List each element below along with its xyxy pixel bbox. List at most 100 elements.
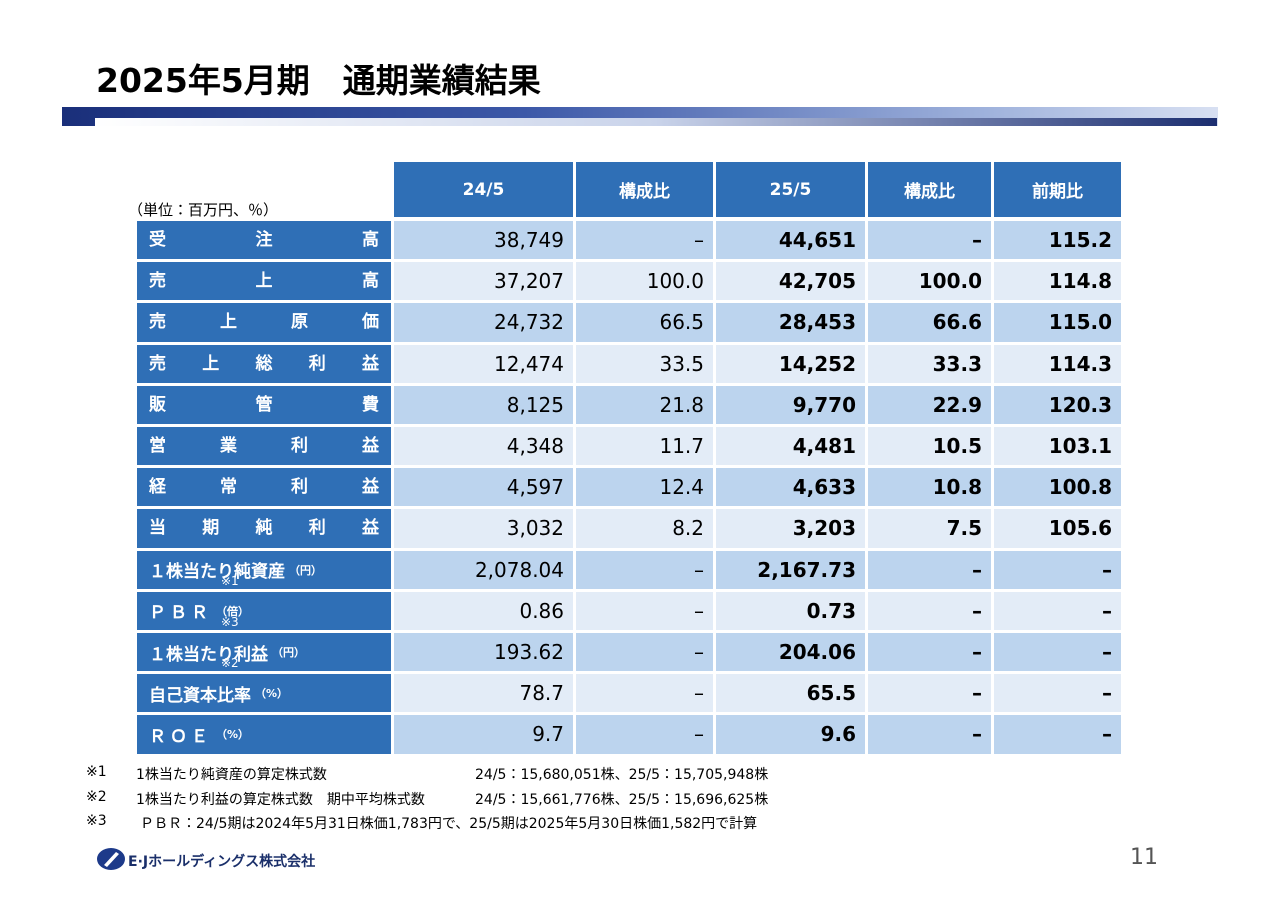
- table-cell: –: [576, 633, 713, 672]
- table-cell: 4,348: [394, 427, 573, 466]
- row-label: ＲＯＥ: [149, 726, 212, 747]
- footnote-text: ＰＢＲ：24/5期は2024年5月31日株価1,783円で、25/5期は2025…: [140, 816, 758, 832]
- table-cell: 204.06: [716, 633, 865, 672]
- table-cell: –: [868, 591, 991, 630]
- row-label-cell: 販 管 費: [137, 385, 391, 424]
- row-label: 当 期 純 利 益: [149, 518, 379, 539]
- row-label-cell: ＲＯＥ （%）: [137, 715, 391, 754]
- table-cell: –: [868, 221, 991, 260]
- column-header: 構成比: [868, 162, 991, 217]
- table-cell: 193.62: [394, 633, 573, 672]
- row-label: 営 業 利 益: [149, 436, 379, 457]
- table-cell: 10.8: [868, 468, 991, 507]
- footnote-text: 1株当たり純資産の算定株式数: [136, 767, 327, 783]
- table-cell: 33.5: [576, 344, 713, 383]
- table-cell: –: [994, 674, 1121, 713]
- table-cell: 105.6: [994, 509, 1121, 548]
- row-label-cell: １株当たり利益 （円） ※2: [137, 633, 391, 672]
- column-header: 25/5: [716, 162, 865, 217]
- row-label-cell: 経 常 利 益: [137, 468, 391, 507]
- row-label-cell: 受 注 高: [137, 221, 391, 260]
- table-cell: 66.5: [576, 303, 713, 342]
- table-cell: 114.8: [994, 262, 1121, 301]
- table-cell: 28,453: [716, 303, 865, 342]
- table-cell: –: [576, 550, 713, 589]
- footnote-detail: 24/5：15,661,776株、25/5：15,696,625株: [475, 791, 769, 808]
- table-cell: 120.3: [994, 385, 1121, 424]
- table-cell: –: [994, 550, 1121, 589]
- company-logo: [97, 848, 125, 870]
- row-unit: （円）: [289, 563, 322, 577]
- table-cell: 3,032: [394, 509, 573, 548]
- row-label: 販 管 費: [149, 394, 379, 415]
- company-name: E·Jホールディングス株式会社: [128, 854, 316, 870]
- table-cell: –: [868, 550, 991, 589]
- footnote-mark: ※2: [86, 788, 107, 805]
- row-label: １株当たり利益: [149, 644, 268, 665]
- column-header: 24/5: [394, 162, 573, 217]
- table-cell: 8.2: [576, 509, 713, 548]
- row-note: ※3: [221, 614, 239, 629]
- column-header: 構成比: [576, 162, 713, 217]
- table-cell: 4,597: [394, 468, 573, 507]
- table-cell: –: [576, 221, 713, 260]
- table-cell: –: [994, 715, 1121, 754]
- row-unit: （%）: [216, 728, 250, 742]
- table-cell: 21.8: [576, 385, 713, 424]
- table-cell: –: [868, 674, 991, 713]
- table-cell: 103.1: [994, 427, 1121, 466]
- table-cell: 12,474: [394, 344, 573, 383]
- table-cell: 11.7: [576, 427, 713, 466]
- row-unit: （円）: [272, 646, 305, 660]
- table-cell: 7.5: [868, 509, 991, 548]
- row-label: 経 常 利 益: [149, 477, 379, 498]
- row-label-cell: ＰＢＲ （倍） ※3: [137, 591, 391, 630]
- row-note: ※2: [221, 656, 239, 670]
- table-cell: 66.6: [868, 303, 991, 342]
- table-cell: 24,732: [394, 303, 573, 342]
- table-cell: 37,207: [394, 262, 573, 301]
- table-cell: 0.73: [716, 591, 865, 630]
- table-cell: –: [576, 715, 713, 754]
- table-cell: 14,252: [716, 344, 865, 383]
- footnote-mark: ※1: [86, 764, 107, 780]
- row-label: １株当たり純資産: [149, 562, 285, 583]
- table-cell: 65.5: [716, 674, 865, 713]
- table-cell: 4,633: [716, 468, 865, 507]
- table-cell: –: [576, 674, 713, 713]
- table-cell: –: [994, 633, 1121, 672]
- table-cell: 78.7: [394, 674, 573, 713]
- table-cell: 100.8: [994, 468, 1121, 507]
- row-label: 売 上 原 価: [149, 312, 379, 333]
- row-label-cell: 売 上 原 価: [137, 303, 391, 342]
- row-label: 売 上 高: [149, 271, 379, 292]
- table-cell: 100.0: [576, 262, 713, 301]
- table-cell: 10.5: [868, 427, 991, 466]
- table-cell: 42,705: [716, 262, 865, 301]
- footnote-mark: ※3: [86, 813, 107, 829]
- table-cell: 9.6: [716, 715, 865, 754]
- title-bar-shade: [95, 118, 1217, 126]
- table-cell: 22.9: [868, 385, 991, 424]
- slide-title: 2025年5月期 通期業績結果: [96, 61, 541, 100]
- row-label: ＰＢＲ: [149, 603, 212, 624]
- row-label: 売 上 総 利 益: [149, 353, 379, 374]
- row-label-cell: 営 業 利 益: [137, 427, 391, 466]
- table-cell: –: [868, 715, 991, 754]
- table-cell: 0.86: [394, 591, 573, 630]
- table-cell: 2,167.73: [716, 550, 865, 589]
- table-cell: 115.0: [994, 303, 1121, 342]
- row-unit: （%）: [255, 687, 289, 701]
- table-cell: 114.3: [994, 344, 1121, 383]
- table-cell: –: [994, 591, 1121, 630]
- row-unit: （倍）: [216, 604, 249, 618]
- table-cell: 38,749: [394, 221, 573, 260]
- column-header: 前期比: [994, 162, 1121, 217]
- table-cell: 100.0: [868, 262, 991, 301]
- table-cell: –: [868, 633, 991, 672]
- table-cell: 44,651: [716, 221, 865, 260]
- row-label-cell: １株当たり純資産 （円） ※1: [137, 550, 391, 589]
- row-label-cell: 売 上 総 利 益: [137, 344, 391, 383]
- footnote-text: 1株当たり利益の算定株式数 期中平均株式数: [136, 791, 425, 808]
